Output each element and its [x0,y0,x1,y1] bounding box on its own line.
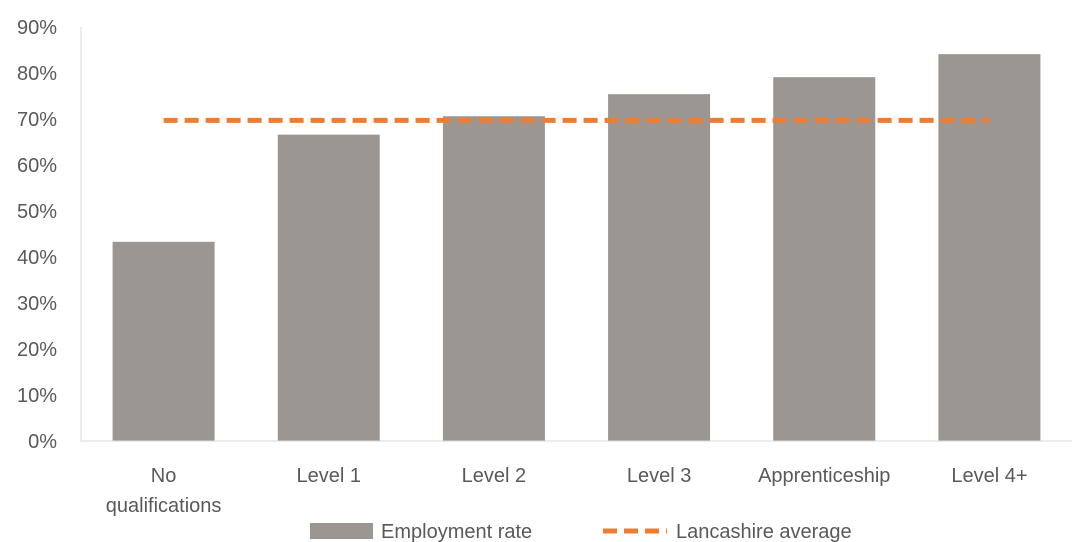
y-tick-label: 60% [17,155,57,177]
x-category-label: Level 3 [627,465,692,487]
y-tick-label: 20% [17,339,57,361]
bars [112,54,1041,442]
bar [442,116,545,442]
bar [773,77,876,441]
legend-swatch-employment-rate [310,523,373,539]
y-tick-label: 0% [28,431,57,453]
x-category-label: Apprenticeship [758,465,890,487]
legend: Employment rate Lancashire average [310,521,852,542]
x-category-label: No qualifications [106,465,222,517]
bar [277,134,380,441]
x-category-label: Level 4+ [951,465,1027,487]
y-axis: 0% 10% 20% 30% 40% 50% 60% 70% 80% 90% [17,17,82,453]
y-tick-label: 40% [17,247,57,269]
legend-label-employment-rate: Employment rate [381,521,532,542]
bar [938,54,1041,441]
legend-label-lancashire-average: Lancashire average [676,521,852,542]
y-tick-label: 50% [17,201,57,223]
bar [608,94,711,441]
x-category-label: Level 1 [297,465,362,487]
y-tick-label: 10% [17,385,57,407]
bar [112,241,215,441]
y-tick-label: 90% [17,17,57,39]
y-tick-label: 70% [17,109,57,131]
x-axis: No qualifications Level 1 Level 2 Level 3 App… [81,440,1072,517]
x-category-label: Level 2 [462,465,527,487]
y-tick-label: 30% [17,293,57,315]
y-tick-label: 80% [17,63,57,85]
